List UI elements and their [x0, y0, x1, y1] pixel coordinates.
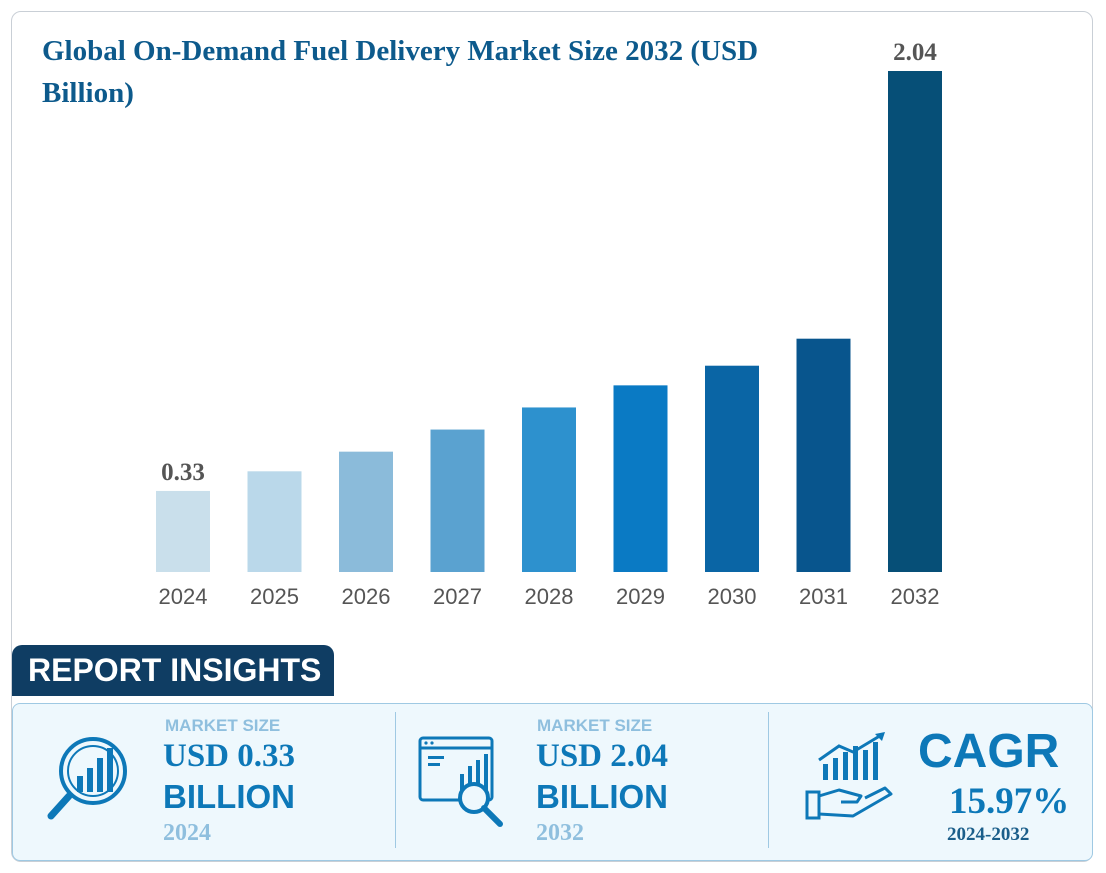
insight-year: 2032	[536, 820, 584, 846]
magnifier-chart-icon	[47, 737, 127, 820]
bar-2031	[796, 338, 851, 572]
insight-divider	[768, 712, 769, 848]
growth-hand-icon	[805, 732, 893, 820]
bar-chart: 2024 0.33 2025 2026 2027 2028 2029 2030 2031 2032…	[156, 39, 942, 609]
x-tick-label: 2028	[525, 584, 574, 609]
x-tick-label: 2030	[708, 584, 757, 609]
insights-panel: MARKET SIZE USD 0.33 BILLION 2024 MARKET…	[12, 703, 1093, 861]
cagr-period: 2024-2032	[947, 824, 1030, 845]
data-label: 2.04	[893, 39, 937, 66]
bar-2029	[613, 385, 668, 572]
bar-2024	[156, 490, 210, 572]
insight-value: USD 2.04	[536, 738, 669, 774]
insight-label: MARKET SIZE	[537, 716, 653, 735]
bar-2032	[888, 71, 942, 572]
report-insights-banner: REPORT INSIGHTS	[12, 645, 334, 696]
bar-2027	[430, 429, 485, 572]
cagr-label: CAGR	[918, 725, 1060, 778]
x-tick-label: 2032	[891, 584, 940, 609]
x-tick-label: 2026	[342, 584, 391, 609]
insight-label: MARKET SIZE	[165, 716, 281, 735]
chart-frame	[11, 11, 1093, 862]
bar-2030	[705, 365, 759, 572]
insight-year: 2024	[163, 820, 211, 846]
chart-title: Global On-Demand Fuel Delivery Market Si…	[42, 35, 759, 109]
data-label: 0.33	[161, 459, 205, 486]
x-tick-label: 2024	[159, 584, 208, 609]
bar-2028	[522, 407, 576, 572]
x-tick-label: 2029	[616, 584, 665, 609]
dashboard-analysis-icon	[418, 736, 503, 827]
cagr-value: 15.97%	[949, 781, 1070, 822]
bar-2025	[247, 471, 302, 572]
x-tick-label: 2027	[433, 584, 482, 609]
insight-value: USD 0.33	[163, 738, 296, 774]
x-tick-label: 2025	[250, 584, 299, 609]
insight-divider	[395, 712, 396, 848]
bar-2026	[339, 451, 393, 572]
insight-unit: BILLION	[536, 778, 668, 815]
x-tick-label: 2031	[799, 584, 848, 609]
insight-unit: BILLION	[163, 778, 295, 815]
